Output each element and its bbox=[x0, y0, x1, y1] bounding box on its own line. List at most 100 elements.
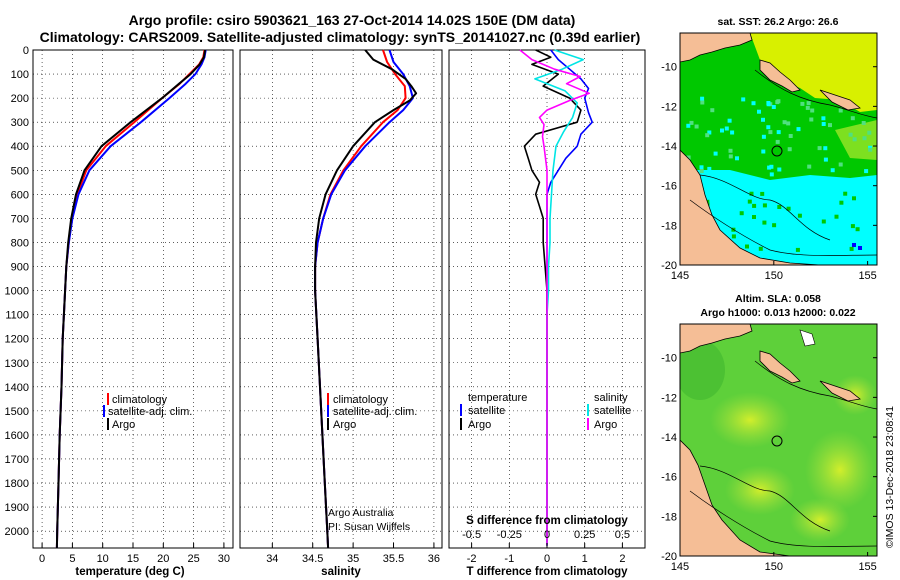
sla-high-southeast bbox=[790, 498, 850, 542]
sst-cell bbox=[731, 234, 736, 239]
sst-cell bbox=[776, 130, 781, 135]
x-tick-label: 36 bbox=[428, 553, 440, 565]
legend-temperature-title: temperature bbox=[468, 392, 527, 404]
sst-map: sat. SST: 26.2 Argo: 26.6 145 150 155 -10 -1… bbox=[661, 16, 878, 282]
sst-cell bbox=[694, 124, 699, 129]
sla-contour-deep bbox=[689, 490, 877, 547]
sst-cell bbox=[761, 117, 765, 122]
depth-tick-label: 100 bbox=[11, 69, 29, 81]
imos-stamp: ©IMOS 13-Dec-2018 23:08:41 bbox=[884, 406, 896, 548]
sst-cell bbox=[741, 97, 746, 102]
sst-cell bbox=[864, 169, 869, 174]
sst-cell bbox=[807, 164, 812, 169]
sst-cell bbox=[800, 101, 805, 106]
series-argo bbox=[314, 49, 418, 549]
depth-tick-label: 500 bbox=[11, 165, 29, 177]
map-y-tick-label: -20 bbox=[661, 551, 677, 563]
sst-land-australia bbox=[680, 149, 821, 265]
depth-tick-label: 900 bbox=[11, 262, 29, 274]
map-y-tick-label: -12 bbox=[661, 101, 677, 113]
sst-cell bbox=[769, 172, 774, 177]
x-tick-label: 1 bbox=[582, 553, 588, 565]
sst-cell bbox=[858, 246, 862, 250]
sst-cell bbox=[700, 96, 705, 101]
sst-cell bbox=[705, 133, 710, 138]
legend-salinity-title: salinity bbox=[594, 392, 628, 404]
sst-cell bbox=[839, 200, 844, 205]
sst-cell bbox=[686, 123, 691, 128]
sst-cell bbox=[739, 211, 744, 216]
legend-argo: Argo bbox=[333, 419, 356, 431]
sst-cell bbox=[782, 120, 787, 125]
sst-land-islands bbox=[759, 59, 801, 93]
map-y-tick-label: -16 bbox=[661, 472, 677, 484]
sst-cell bbox=[843, 191, 848, 196]
sst-contour-north bbox=[754, 69, 877, 119]
sst-map-title: sat. SST: 26.2 Argo: 26.6 bbox=[718, 16, 839, 28]
x-tick-label: 0 bbox=[544, 553, 550, 565]
sst-cell bbox=[838, 162, 843, 167]
sst-cell bbox=[752, 203, 757, 208]
map-x-tick-label: 145 bbox=[671, 270, 689, 282]
sla-land-png bbox=[680, 324, 753, 354]
map-x-tick-label: 155 bbox=[858, 561, 876, 573]
legend-satellite: satellite-adj. clim. bbox=[333, 406, 417, 418]
sst-cell bbox=[745, 244, 749, 249]
x-top-tick-label: -0.25 bbox=[497, 529, 522, 541]
sst-cell bbox=[777, 205, 782, 209]
credit-line2: PI: Susan Wijffels bbox=[328, 521, 410, 533]
sst-cell bbox=[830, 168, 835, 173]
sst-cell bbox=[786, 206, 791, 211]
map-y-tick-label: -10 bbox=[661, 62, 677, 74]
sst-cell bbox=[834, 214, 839, 219]
depth-tick-label: 1800 bbox=[5, 478, 29, 490]
map-x-tick-label: 150 bbox=[765, 270, 783, 282]
sst-cell bbox=[849, 246, 854, 251]
sst-cell bbox=[823, 157, 828, 162]
difference-panel: -2 -1 0 1 2 -0.5 -0.25 0 0.25 0.5 T difference f… bbox=[448, 49, 646, 578]
salinity-xlabel: salinity bbox=[321, 566, 361, 578]
map-y-tick-label: -14 bbox=[661, 141, 677, 153]
x-tick-label: -2 bbox=[467, 553, 477, 565]
sst-cell bbox=[751, 101, 756, 106]
sla-map-frame bbox=[679, 323, 878, 557]
map-x-tick-label: 150 bbox=[765, 561, 783, 573]
sst-cell bbox=[699, 169, 704, 174]
sst-cell bbox=[868, 147, 873, 152]
x-tick-label: 35.5 bbox=[383, 553, 404, 565]
sla-high-west bbox=[710, 392, 790, 448]
sst-cell bbox=[850, 224, 855, 229]
sst-cell bbox=[767, 165, 772, 170]
sla-map: Altim. SLA: 0.058 Argo h1000: 0.013 h200… bbox=[661, 293, 878, 573]
depth-tick-label: 1100 bbox=[5, 310, 29, 322]
temperature-xlabel: temperature (deg C) bbox=[75, 566, 184, 578]
map-y-tick-label: -10 bbox=[661, 353, 677, 365]
temperature-panel: 0 5 10 15 20 25 30 temperature (deg C) climato… bbox=[32, 49, 234, 578]
map-y-tick-label: -16 bbox=[661, 181, 677, 193]
sst-cell bbox=[766, 125, 771, 130]
sst-contour-deep bbox=[689, 199, 877, 256]
sst-cool-region bbox=[690, 170, 877, 265]
x-tick-label: 2 bbox=[619, 553, 625, 565]
sst-cell bbox=[761, 149, 766, 154]
sst-cell bbox=[728, 154, 733, 159]
sla-contour-north bbox=[754, 360, 877, 410]
sst-cell bbox=[727, 118, 732, 123]
sla-land-islands bbox=[759, 350, 801, 384]
legend-satellite: satellite-adj. clim. bbox=[108, 406, 192, 418]
x-tick-label: 20 bbox=[157, 553, 169, 565]
series-s-argo bbox=[519, 49, 591, 546]
sst-cell bbox=[828, 123, 832, 128]
sla-high-south bbox=[725, 465, 795, 515]
sst-warm-region bbox=[750, 33, 877, 112]
legend-climatology: climatology bbox=[333, 394, 389, 406]
x-tick-label: 0 bbox=[39, 553, 45, 565]
sst-cell bbox=[821, 116, 826, 121]
depth-tick-label: 1500 bbox=[5, 406, 29, 418]
sst-cell bbox=[768, 130, 773, 135]
sst-cell bbox=[689, 120, 694, 125]
x-top-tick-label: -0.5 bbox=[462, 529, 481, 541]
sst-cell bbox=[771, 105, 776, 109]
sst-cell bbox=[852, 137, 857, 142]
